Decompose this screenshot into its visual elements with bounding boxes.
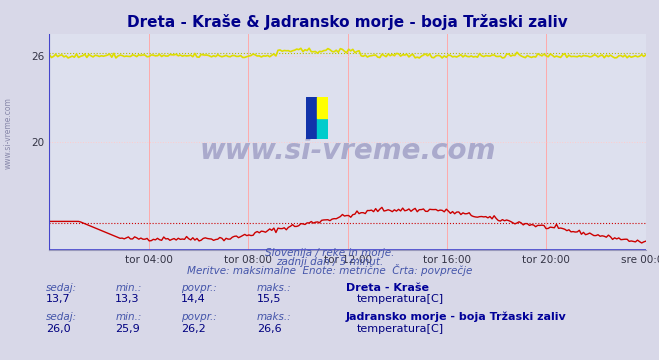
Text: min.:: min.: xyxy=(115,312,142,322)
Title: Dreta - Kraše & Jadransko morje - boja Tržaski zaliv: Dreta - Kraše & Jadransko morje - boja T… xyxy=(127,14,568,30)
Text: 13,3: 13,3 xyxy=(115,294,140,304)
Text: povpr.:: povpr.: xyxy=(181,283,217,293)
Text: sedaj:: sedaj: xyxy=(46,283,77,293)
Text: povpr.:: povpr.: xyxy=(181,312,217,322)
Text: maks.:: maks.: xyxy=(257,283,292,293)
Text: min.:: min.: xyxy=(115,283,142,293)
Text: www.si-vreme.com: www.si-vreme.com xyxy=(200,137,496,165)
Bar xyxy=(318,97,328,118)
Text: zadnji dan / 5 minut.: zadnji dan / 5 minut. xyxy=(276,257,383,267)
Text: 26,2: 26,2 xyxy=(181,324,206,334)
Text: www.si-vreme.com: www.si-vreme.com xyxy=(3,97,13,169)
Text: 26,0: 26,0 xyxy=(46,324,71,334)
Bar xyxy=(318,118,328,139)
Text: Slovenija / reke in morje.: Slovenija / reke in morje. xyxy=(265,248,394,258)
Text: temperatura[C]: temperatura[C] xyxy=(357,324,444,334)
Text: maks.:: maks.: xyxy=(257,312,292,322)
Text: Meritve: maksimalne  Enote: metrične  Črta: povprečje: Meritve: maksimalne Enote: metrične Črta… xyxy=(186,264,473,276)
Text: Jadransko morje - boja Tržaski zaliv: Jadransko morje - boja Tržaski zaliv xyxy=(346,311,567,322)
Text: 14,4: 14,4 xyxy=(181,294,206,304)
Text: 15,5: 15,5 xyxy=(257,294,281,304)
Text: sedaj:: sedaj: xyxy=(46,312,77,322)
Bar xyxy=(306,97,318,139)
Text: 13,7: 13,7 xyxy=(46,294,71,304)
Text: 26,6: 26,6 xyxy=(257,324,281,334)
Text: 25,9: 25,9 xyxy=(115,324,140,334)
Text: temperatura[C]: temperatura[C] xyxy=(357,294,444,304)
Text: Dreta - Kraše: Dreta - Kraše xyxy=(346,283,429,293)
